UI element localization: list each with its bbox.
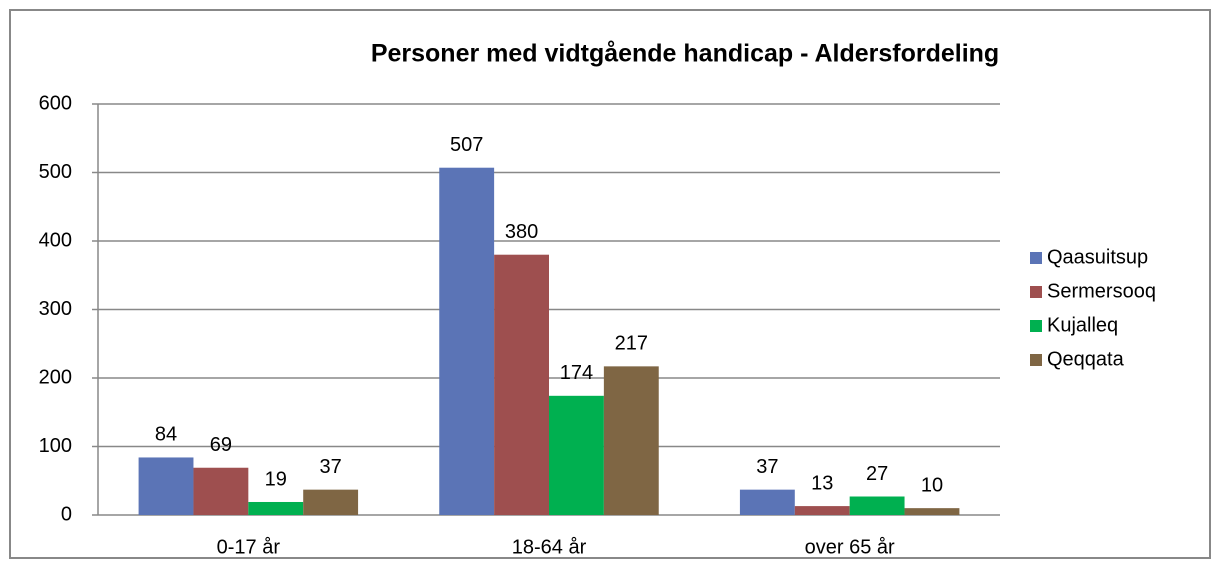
legend-label: Sermersooq xyxy=(1047,280,1156,302)
y-tick-label: 300 xyxy=(39,298,72,320)
x-tick-label: 0-17 år xyxy=(217,536,281,558)
bar xyxy=(138,457,194,515)
y-tick-label: 100 xyxy=(39,435,72,457)
data-label: 217 xyxy=(615,333,648,355)
data-label: 10 xyxy=(921,474,943,496)
bar xyxy=(193,467,249,515)
bar xyxy=(904,508,960,515)
data-label: 69 xyxy=(210,434,232,456)
legend-label: Qeqqata xyxy=(1047,348,1125,370)
bar xyxy=(794,506,850,515)
y-tick-label: 600 xyxy=(39,92,72,114)
x-tick-label: over 65 år xyxy=(805,536,895,558)
y-tick-label: 500 xyxy=(39,161,72,183)
data-label: 37 xyxy=(320,456,342,478)
chart-title: Personer med vidtgående handicap - Alder… xyxy=(371,40,999,68)
legend-swatch xyxy=(1030,286,1042,298)
data-label: 174 xyxy=(560,362,593,384)
legend-label: Qaasuitsup xyxy=(1047,246,1148,268)
y-tick-label: 0 xyxy=(61,503,72,525)
bar xyxy=(849,496,905,515)
bar xyxy=(494,254,549,515)
bar xyxy=(739,489,795,515)
data-label: 27 xyxy=(866,463,888,485)
data-label: 507 xyxy=(450,134,483,156)
data-label: 19 xyxy=(265,468,287,490)
data-label: 380 xyxy=(505,221,538,243)
legend-swatch xyxy=(1030,320,1042,332)
data-label: 13 xyxy=(811,472,833,494)
y-tick-label: 200 xyxy=(39,366,72,388)
data-label: 84 xyxy=(155,424,177,446)
bar xyxy=(439,167,495,515)
bar xyxy=(248,501,304,515)
x-tick-label: 18-64 år xyxy=(512,536,587,558)
bar xyxy=(603,366,659,515)
legend-label: Kujalleq xyxy=(1047,314,1118,336)
y-tick-label: 400 xyxy=(39,229,72,251)
data-label: 37 xyxy=(756,456,778,478)
legend-swatch xyxy=(1030,252,1042,264)
bar xyxy=(549,395,604,515)
bar xyxy=(303,489,359,515)
legend-swatch xyxy=(1030,354,1042,366)
